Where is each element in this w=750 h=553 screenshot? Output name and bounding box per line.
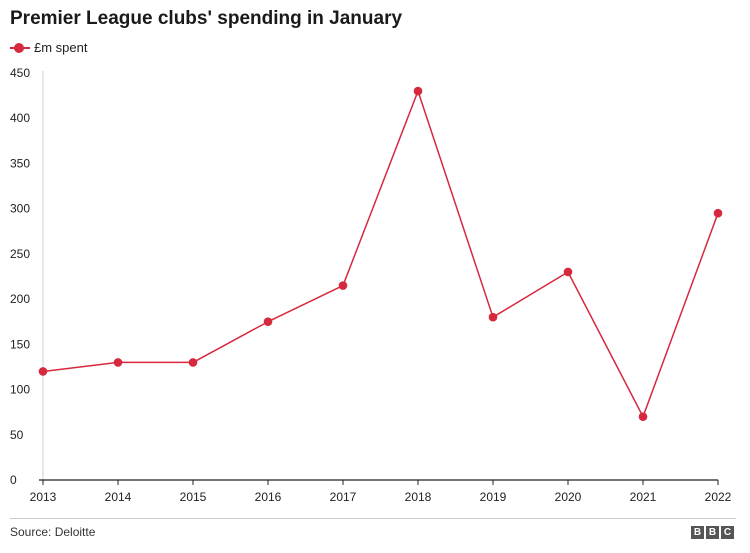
y-tick-label: 50 (10, 428, 24, 442)
y-tick-label: 0 (10, 473, 17, 487)
data-point (488, 312, 498, 322)
chart-title: Premier League clubs' spending in Januar… (10, 8, 403, 29)
y-tick-label: 250 (10, 247, 30, 261)
y-tick-label: 400 (10, 111, 30, 125)
y-tick-label: 350 (10, 156, 30, 170)
data-point (188, 358, 198, 367)
x-tick-label: 2013 (30, 490, 57, 504)
data-point (113, 358, 123, 367)
footer-divider (10, 518, 736, 519)
y-tick-label: 300 (10, 202, 30, 216)
x-tick-label: 2022 (705, 490, 732, 504)
source-note: Source: Deloitte (10, 525, 96, 539)
data-point (263, 317, 273, 327)
y-tick-label: 100 (10, 383, 30, 397)
data-point (338, 281, 348, 290)
y-tick-label: 200 (10, 292, 30, 306)
data-point (713, 208, 723, 218)
logo-letter: C (721, 526, 734, 539)
logo-letter: B (691, 526, 704, 539)
x-tick-label: 2021 (630, 490, 657, 504)
logo-letter: B (706, 526, 719, 539)
legend: £m spent (10, 40, 87, 55)
data-point (38, 367, 48, 376)
legend-swatch (10, 42, 30, 54)
series-line (42, 90, 719, 418)
x-tick-label: 2019 (480, 490, 507, 504)
data-point (413, 86, 423, 96)
y-tick-label: 150 (10, 337, 30, 351)
data-point (563, 267, 573, 277)
x-tick-label: 2020 (555, 490, 582, 504)
x-tick-label: 2016 (255, 490, 282, 504)
data-point (638, 412, 648, 421)
x-tick-label: 2014 (105, 490, 132, 504)
legend-label: £m spent (34, 40, 88, 55)
x-tick-label: 2017 (330, 490, 357, 504)
y-tick-label: 450 (10, 66, 30, 80)
x-tick-label: 2015 (180, 490, 207, 504)
bbc-logo: B B C (691, 526, 734, 539)
x-tick-label: 2018 (405, 490, 432, 504)
